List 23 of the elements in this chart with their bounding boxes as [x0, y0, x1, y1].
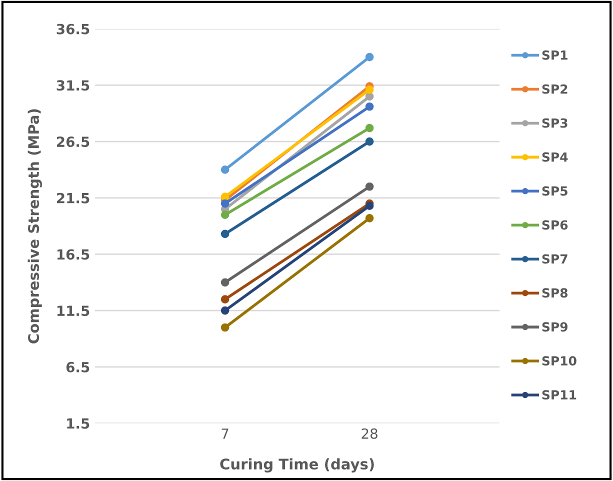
y-tick-label: 16.5 — [57, 249, 90, 260]
y-tick-label: 36.5 — [56, 24, 90, 34]
y-tick-label: 1.5 — [67, 418, 90, 429]
x-tick-label: 28 — [362, 428, 378, 439]
legend-label: SP9 — [542, 322, 568, 332]
legend-label: SP1 — [542, 50, 568, 60]
legend-label: SP4 — [542, 152, 568, 162]
y-tick-label: 31.5 — [56, 80, 90, 91]
legend-label: SP5 — [542, 186, 568, 196]
y-tick-label: 6.5 — [66, 362, 90, 372]
y-axis-title: Compressive Strength (MPa) — [28, 109, 42, 344]
x-tick-label: 7 — [222, 428, 228, 439]
y-tick-label: 21.5 — [56, 192, 90, 204]
legend-label: SP6 — [542, 220, 568, 230]
legend-label: SP3 — [542, 118, 568, 128]
legend-label: SP10 — [542, 356, 576, 366]
legend-label: SP8 — [542, 288, 568, 298]
legend-label: SP7 — [542, 254, 568, 264]
x-axis-title: Curing Time (days) — [220, 458, 374, 472]
legend-label: SP11 — [542, 390, 576, 400]
legend-label: SP2 — [542, 84, 568, 94]
y-tick-label: 11.5 — [57, 306, 90, 316]
y-tick-label: 26.5 — [56, 136, 90, 148]
